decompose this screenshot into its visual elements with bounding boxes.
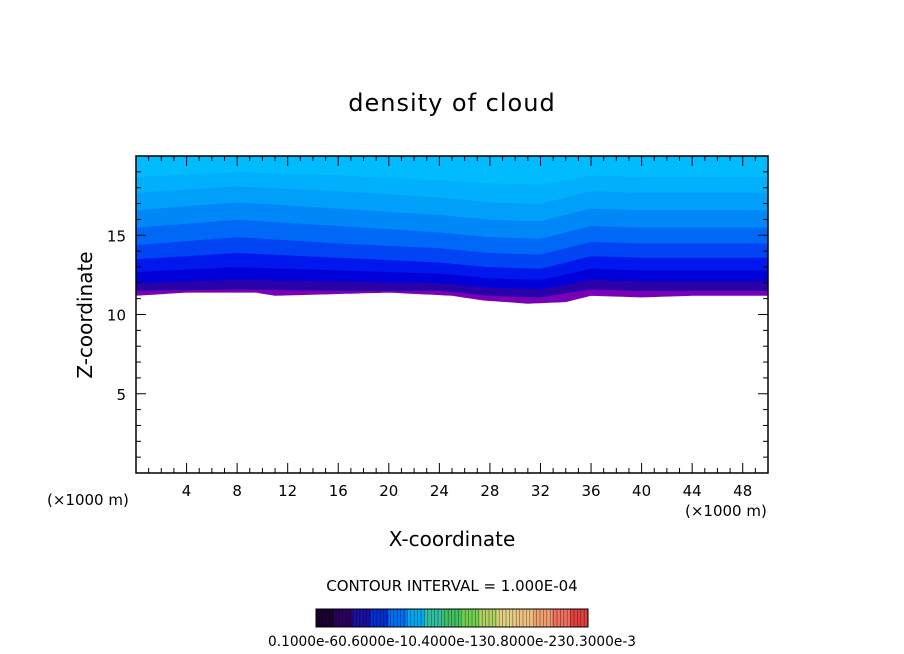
y-axis-ticks: 5 10 15 (107, 171, 768, 458)
x-tick-label: 4 (182, 482, 192, 500)
colorbar-swatch (497, 609, 516, 627)
x-axis-unit-left: (×1000 m) (47, 491, 129, 509)
colorbar-swatch (388, 609, 407, 627)
colorbar-swatch (551, 609, 571, 627)
colorbar-swatch (334, 609, 353, 627)
contour-interval-text: CONTOUR INTERVAL = 1.000E-04 (326, 577, 577, 595)
x-tick-label: 24 (430, 482, 449, 500)
colorbar-swatch (442, 609, 462, 627)
x-tick-label: 20 (379, 482, 398, 500)
colorbar-swatch (424, 609, 444, 627)
x-axis-ticks: 4 8 12 16 20 24 28 32 36 40 44 48 (148, 156, 756, 500)
colorbar-swatch (316, 609, 335, 627)
x-tick-label: 12 (278, 482, 297, 500)
colorbar-swatch (352, 609, 371, 627)
colorbar-swatch (515, 609, 534, 627)
x-tick-label: 44 (683, 482, 702, 500)
colorbar-swatch (406, 609, 426, 627)
x-axis-unit-right: (×1000 m) (685, 502, 767, 520)
colorbar-labels: 0.1000e-60.6000e-10.4000e-130.8000e-230.… (268, 634, 636, 650)
colorbar-swatch (569, 609, 589, 627)
x-tick-label: 16 (329, 482, 348, 500)
x-tick-label: 48 (733, 482, 752, 500)
colorbar (316, 609, 589, 627)
colorbar-swatch (370, 609, 389, 627)
x-tick-label: 36 (581, 482, 600, 500)
colorbar-swatch (461, 609, 480, 627)
x-tick-label: 28 (480, 482, 499, 500)
x-tick-label: 32 (531, 482, 550, 500)
colorbar-swatch (533, 609, 553, 627)
x-axis-label: X-coordinate (389, 527, 516, 551)
y-axis-label: Z-coordinate (73, 251, 97, 378)
y-tick-label: 10 (107, 307, 126, 325)
y-tick-label: 5 (116, 386, 126, 404)
x-tick-label: 8 (232, 482, 242, 500)
y-tick-label: 15 (107, 227, 126, 245)
chart-title: density of cloud (348, 89, 555, 117)
colorbar-swatch (479, 609, 498, 627)
x-tick-label: 40 (632, 482, 651, 500)
cloud-density-field (136, 156, 768, 304)
colorbar-frame (315, 608, 589, 628)
density-band-10 (136, 156, 768, 185)
